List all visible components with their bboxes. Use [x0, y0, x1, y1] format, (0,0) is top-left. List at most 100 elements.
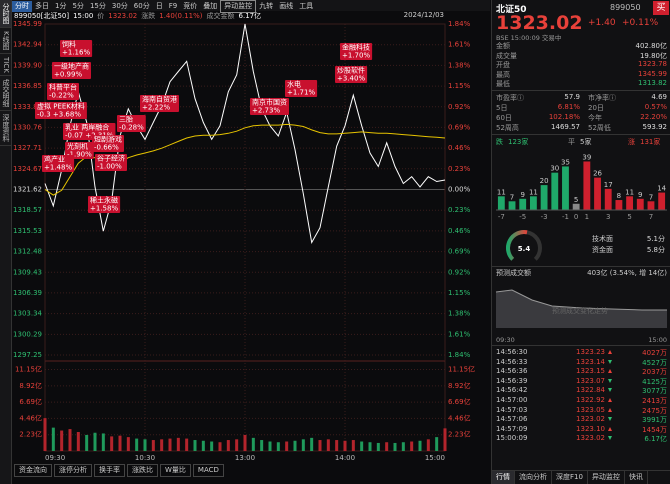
panel-tab[interactable]: 深度F10 [552, 471, 588, 484]
toolbar-item[interactable]: 1分 [55, 2, 67, 10]
toolbar-item[interactable]: 竞价 [183, 2, 198, 10]
breadth-value: 9 [520, 191, 524, 199]
toolbar-item[interactable]: F9 [168, 2, 178, 10]
side-tab[interactable]: 分时图 [0, 0, 11, 28]
panel-tab[interactable]: 行情 [492, 471, 515, 484]
panel-tab[interactable]: 流向分析 [515, 471, 552, 484]
breadth-value: 26 [593, 170, 602, 178]
tick-time: 14:56:39 [496, 376, 528, 385]
indicator-tab[interactable]: 涨停分析 [54, 464, 92, 477]
metric-label: 60日 [496, 114, 512, 122]
quote-panel: 5.4 北证50 899050 买 1323.02 +1.40 +0.11% BSE 15:… [491, 0, 670, 484]
toolbar-item[interactable]: 60分 [133, 2, 150, 10]
annotation-box [335, 66, 368, 83]
forecast-watermark: 预测成交变化走势 [552, 307, 608, 315]
indicator-tab[interactable]: 换手率 [94, 464, 125, 477]
metric-value: 1469.57 [551, 123, 580, 131]
x-tick-label: 09:30 [45, 454, 65, 462]
y2-tick-label: 0.00% [448, 186, 471, 194]
volume-bar [326, 439, 330, 451]
annotation: 虚拟 PEEK材料-0.3 +3.68% [35, 102, 87, 119]
breadth-category: -1 [562, 213, 569, 221]
breadth-bar [551, 172, 559, 210]
indicator-tab[interactable]: MACD [192, 464, 224, 477]
tick-time: 14:56:36 [496, 367, 528, 376]
breadth-bar [626, 196, 634, 210]
annotation-label: 一级地产商 [54, 62, 89, 71]
annotation-change: +0.99% [54, 71, 82, 79]
volume-bar [418, 440, 422, 451]
breadth-value: 7 [510, 193, 514, 201]
annotation-change: +1.71% [287, 89, 315, 97]
toolbar-item[interactable]: 分时 [12, 1, 32, 12]
x-tick-label: 15:00 [425, 454, 445, 462]
indicator-tab[interactable]: 涨跌比 [127, 464, 158, 477]
tick-price: 1323.15 [576, 367, 605, 376]
breadth-category: 5 [627, 213, 631, 221]
toolbar: 分时 多日 1分 5分 15分 30分 60分日 F9 竞价 叠加 异动监控 九转 画线 工具 [12, 0, 490, 13]
toolbar-item[interactable]: 工具 [299, 2, 314, 10]
annotation-box [95, 154, 127, 171]
toolbar-item[interactable]: 画线 [279, 2, 294, 10]
annotation-box [52, 62, 91, 79]
x-tick-label: 10:30 [135, 454, 155, 462]
breadth-bar [647, 201, 655, 210]
breadth-value: 11 [497, 188, 506, 196]
annotation-change: -1.00% [97, 163, 122, 171]
annotation: 光刻机-1.90% [65, 142, 94, 159]
indicator-tab[interactable]: 资金流向 [14, 464, 52, 477]
info-bar: 899050[北证50] 15:00 价 1323.02 涨跌 1.40(0.11%) 成交… [14, 11, 488, 20]
indicator-tab[interactable]: W量比 [160, 464, 191, 477]
volume-bar [343, 440, 347, 451]
metric-value: 593.92 [642, 123, 668, 131]
toolbar-item[interactable]: 15分 [89, 2, 106, 10]
annotation-change: +1.58% [90, 205, 118, 213]
side-tab[interactable]: 成交明细 [0, 76, 11, 112]
toolbar-item[interactable]: 多日 [35, 2, 49, 10]
metric-label: 5日 [496, 104, 508, 112]
buy-button[interactable]: 买 [653, 1, 669, 15]
volume-bar [85, 434, 89, 451]
toolbar-item[interactable]: 日 [155, 2, 163, 10]
metric-label: 今年 [588, 114, 602, 122]
side-tab[interactable]: TICK [0, 54, 11, 77]
annotation: 海南自贸港+2.22% [140, 95, 179, 112]
tick-arrow [608, 359, 612, 364]
metric-label: 市净率ⓘ [588, 94, 616, 102]
toolbar-item[interactable]: 叠加 [203, 2, 218, 10]
side-tab[interactable]: 深度资料 [0, 111, 11, 147]
volume-bar [443, 428, 447, 451]
y-tick-label: 1300.29 [13, 330, 42, 338]
volume-bar [185, 438, 189, 451]
breadth-flat: 5家 [580, 138, 592, 146]
annotation: 短剧游戏-0.66% [92, 135, 124, 152]
y-tick-label: 1321.62 [13, 186, 42, 194]
toolbar-item[interactable]: 九转 [259, 2, 274, 10]
panel-tab[interactable]: 快讯 [625, 471, 648, 484]
stat-value: 1313.82 [638, 79, 667, 87]
y-tick-label: 1324.67 [13, 165, 42, 173]
volume-bar [251, 437, 255, 451]
panel-tab[interactable]: 异动监控 [588, 471, 625, 484]
annotation-change: -0.28% [119, 124, 144, 132]
tick-volume: 4027万 [642, 349, 667, 357]
price-change: +1.40 [588, 18, 616, 28]
metric-label: 20日 [588, 104, 604, 112]
toolbar-item[interactable]: 异动监控 [220, 0, 257, 13]
metric-label: 市盈率ⓘ [496, 94, 524, 102]
side-tab[interactable]: K线图 [0, 28, 11, 54]
toolbar-item[interactable]: 30分 [111, 2, 128, 10]
volume-bar [210, 441, 214, 451]
y-tick-label: 1339.90 [13, 61, 42, 69]
annotation: 鸡产业+1.48% [42, 155, 75, 172]
annotation-label: 金融科技 [342, 43, 370, 52]
tick-volume: 1454万 [642, 425, 667, 434]
tick-arrow [608, 378, 612, 383]
annotation-label: 光刻机 [67, 142, 88, 151]
toolbar-item[interactable]: 5分 [72, 2, 84, 10]
y2-tick-label: 0.69% [448, 123, 471, 131]
breadth-category: 3 [606, 213, 610, 221]
annotation-box [35, 102, 87, 119]
metric-value: 102.18% [548, 113, 580, 121]
